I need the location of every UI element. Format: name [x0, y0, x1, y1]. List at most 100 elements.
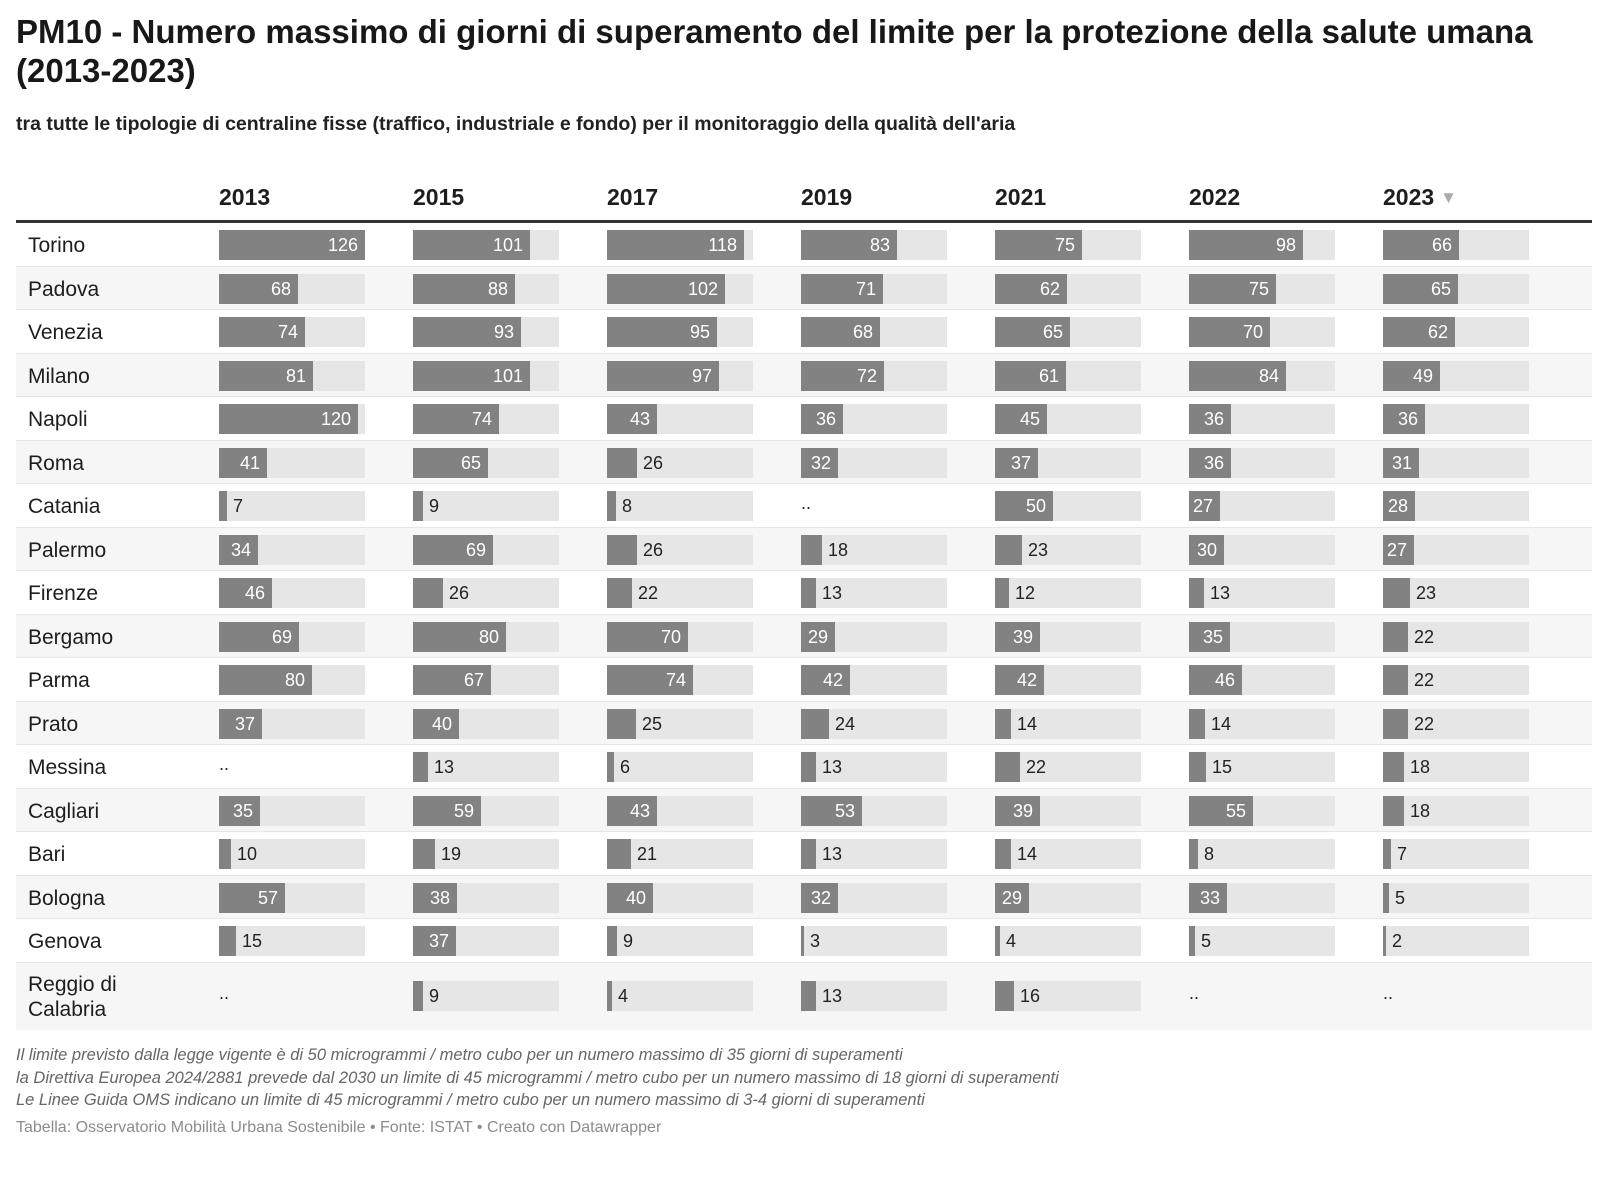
bar-2013: [219, 230, 365, 260]
bar-2023: [1383, 491, 1415, 521]
missing-value-label: ..: [1383, 982, 1394, 1003]
bar-track: 29: [995, 882, 1141, 913]
value-label: 36: [815, 409, 836, 429]
bar-track: 22: [1383, 708, 1529, 739]
city-label: Cagliari: [28, 799, 100, 823]
bar-2015: [413, 621, 506, 652]
value-label: 25: [642, 713, 663, 734]
bar-2017: [607, 795, 657, 826]
bar-track: 26: [607, 534, 753, 565]
bar-2013: [219, 708, 262, 739]
value-label: 50: [1025, 496, 1046, 516]
value-label: 65: [1430, 278, 1451, 299]
table-row: Parma 80 67 74 42 42 46 22: [16, 658, 1592, 702]
value-label: 22: [1414, 670, 1435, 690]
bar-track: 8: [1189, 839, 1335, 869]
bar-track: 19: [413, 839, 559, 869]
column-header-2019[interactable]: 2019: [801, 184, 852, 211]
bar-track: 55: [1189, 795, 1335, 826]
bar-track: 22: [1383, 665, 1529, 695]
value-label: 126: [327, 235, 358, 255]
value-label: 40: [625, 887, 646, 908]
bar-2022: [1189, 621, 1230, 652]
bar-track: 68: [219, 273, 365, 304]
bar-track: 13: [801, 839, 947, 869]
bar-track: 7: [219, 491, 365, 521]
bar-2015: [413, 882, 457, 913]
city-label: Torino: [28, 234, 86, 257]
bar-track: 81: [219, 360, 365, 391]
value-label: 61: [1038, 365, 1059, 386]
column-header-2023[interactable]: 2023 ▼: [1383, 184, 1457, 211]
bar-track: 37: [219, 708, 365, 739]
sort-descending-icon[interactable]: ▼: [1440, 188, 1457, 207]
value-label: 75: [1054, 235, 1075, 255]
bar-2013: [219, 795, 260, 826]
bar-2017: [607, 708, 636, 739]
column-header-2022[interactable]: 2022: [1189, 184, 1240, 211]
bar-2015: [413, 752, 428, 782]
column-header-2015[interactable]: 2015: [413, 184, 464, 211]
table-row: Padova 68 88 102 71 62 75 65: [16, 266, 1592, 310]
bar-track: 101: [413, 230, 559, 260]
value-label: 71: [855, 278, 876, 299]
bar-2022: [1189, 360, 1286, 391]
bar-2017: [607, 752, 614, 782]
bar-2017: [607, 882, 653, 913]
value-label: 98: [1275, 235, 1296, 255]
column-header-label: 2019: [801, 184, 853, 210]
bar-2023: [1383, 882, 1389, 913]
column-header-2021[interactable]: 2021: [995, 184, 1046, 211]
bar-2015: [413, 404, 499, 434]
value-label: 3: [810, 931, 821, 951]
bar-track: 9: [607, 926, 753, 956]
bar-2013: [219, 665, 312, 695]
city-label: Venezia: [28, 321, 103, 344]
bar-track: 102: [607, 273, 753, 304]
value-label: 37: [234, 713, 255, 734]
bar-2013: [219, 882, 285, 913]
bar-2015: [413, 665, 491, 695]
table-row: Palermo 34 69 26 18 23 30 27: [16, 527, 1592, 571]
column-header-2013[interactable]: 2013: [219, 184, 270, 211]
table-row: Cagliari 35 59 43 53 39 55 18: [16, 788, 1592, 832]
bar-2023: [1383, 404, 1425, 434]
value-label: 80: [478, 626, 499, 647]
value-label: 18: [1410, 757, 1431, 777]
value-label: 118: [708, 235, 737, 255]
bar-2022: [1189, 752, 1206, 782]
value-label: 32: [810, 452, 831, 473]
bar-2013: [219, 534, 258, 565]
bar-track: 50: [995, 491, 1141, 521]
bar-2017: [607, 534, 637, 565]
bar-2019: [801, 578, 816, 608]
value-label: 7: [233, 496, 244, 516]
value-label: 37: [428, 931, 449, 951]
value-label: 36: [1203, 452, 1224, 473]
value-label: 22: [638, 583, 659, 603]
bar-track: 24: [801, 708, 947, 739]
value-label: 39: [1012, 626, 1033, 647]
bar-track: 14: [1189, 708, 1335, 739]
bar-track: 37: [995, 447, 1141, 478]
bar-track: 71: [801, 273, 947, 304]
value-label: 19: [441, 844, 462, 864]
bar-track: 5: [1189, 926, 1335, 956]
bar-2017: [607, 273, 725, 304]
value-label: 101: [492, 235, 523, 255]
value-label: 8: [622, 496, 633, 516]
bar-2021: [995, 795, 1040, 826]
bar-2015: [413, 491, 423, 521]
value-label: 2: [1392, 931, 1403, 951]
value-label: 26: [449, 583, 470, 603]
table-row: Milano 81 101 97 72 61 84 49: [16, 353, 1592, 397]
bar-2019: [801, 926, 804, 956]
value-label: 22: [1026, 757, 1047, 777]
bar-2013: [219, 360, 313, 391]
bar-2015: [413, 980, 423, 1011]
value-label: 75: [1248, 278, 1269, 299]
bar-2019: [801, 795, 862, 826]
bar-2015: [413, 230, 530, 260]
column-header-2017[interactable]: 2017: [607, 184, 658, 211]
value-label: 74: [277, 322, 298, 342]
